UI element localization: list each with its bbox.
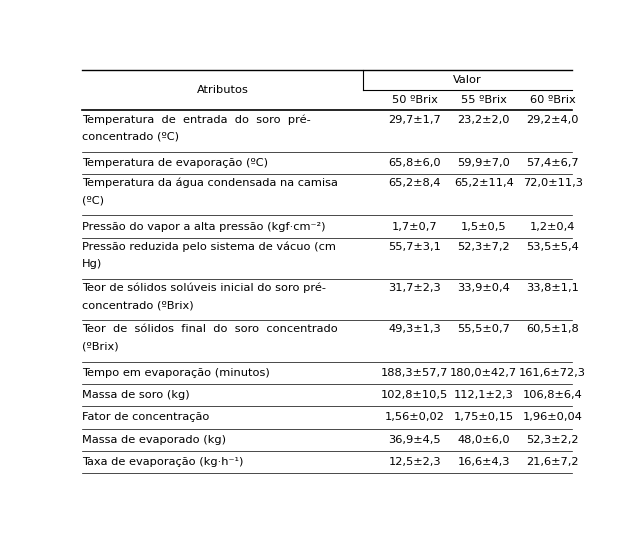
Text: Massa de soro (kg): Massa de soro (kg) [82, 390, 190, 400]
Text: (ºBrix): (ºBrix) [82, 342, 118, 352]
Text: 112,1±2,3: 112,1±2,3 [453, 390, 514, 400]
Text: 33,9±0,4: 33,9±0,4 [457, 283, 510, 293]
Text: (ºC): (ºC) [82, 195, 104, 206]
Text: Tempo em evaporação (minutos): Tempo em evaporação (minutos) [82, 368, 270, 378]
Text: 29,2±4,0: 29,2±4,0 [527, 114, 579, 124]
Text: 49,3±1,3: 49,3±1,3 [389, 324, 441, 334]
Text: 36,9±4,5: 36,9±4,5 [389, 435, 441, 445]
Text: 52,3±2,2: 52,3±2,2 [527, 435, 579, 445]
Text: Pressão reduzida pelo sistema de vácuo (cm: Pressão reduzida pelo sistema de vácuo (… [82, 241, 336, 252]
Text: Taxa de evaporação (kg·h⁻¹): Taxa de evaporação (kg·h⁻¹) [82, 457, 244, 467]
Text: 1,5±0,5: 1,5±0,5 [461, 222, 506, 232]
Text: Temperatura de evaporação (ºC): Temperatura de evaporação (ºC) [82, 158, 268, 168]
Text: 1,7±0,7: 1,7±0,7 [392, 222, 438, 232]
Text: Pressão do vapor a alta pressão (kgf·cm⁻²): Pressão do vapor a alta pressão (kgf·cm⁻… [82, 222, 326, 232]
Text: 21,6±7,2: 21,6±7,2 [527, 457, 579, 467]
Text: 161,6±72,3: 161,6±72,3 [519, 368, 586, 378]
Text: 55,5±0,7: 55,5±0,7 [457, 324, 510, 334]
Text: 1,56±0,02: 1,56±0,02 [385, 412, 445, 422]
Text: 57,4±6,7: 57,4±6,7 [527, 158, 579, 168]
Text: 1,2±0,4: 1,2±0,4 [530, 222, 576, 232]
Text: Valor: Valor [453, 75, 482, 85]
Text: 65,2±8,4: 65,2±8,4 [389, 178, 441, 188]
Text: Temperatura da água condensada na camisa: Temperatura da água condensada na camisa [82, 178, 338, 189]
Text: Atributos: Atributos [197, 85, 249, 96]
Text: 180,0±42,7: 180,0±42,7 [450, 368, 517, 378]
Text: concentrado (ºBrix): concentrado (ºBrix) [82, 301, 193, 310]
Text: 59,9±7,0: 59,9±7,0 [457, 158, 510, 168]
Text: 53,5±5,4: 53,5±5,4 [527, 242, 579, 252]
Text: 106,8±6,4: 106,8±6,4 [523, 390, 583, 400]
Text: 33,8±1,1: 33,8±1,1 [526, 283, 579, 293]
Text: 1,75±0,15: 1,75±0,15 [453, 412, 514, 422]
Text: 72,0±11,3: 72,0±11,3 [523, 178, 583, 188]
Text: 55,7±3,1: 55,7±3,1 [388, 242, 441, 252]
Text: 188,3±57,7: 188,3±57,7 [381, 368, 448, 378]
Text: 65,2±11,4: 65,2±11,4 [454, 178, 513, 188]
Text: Teor de sólidos solúveis inicial do soro pré-: Teor de sólidos solúveis inicial do soro… [82, 283, 326, 293]
Text: 50 ºBrix: 50 ºBrix [392, 96, 438, 105]
Text: 31,7±2,3: 31,7±2,3 [389, 283, 441, 293]
Text: 60,5±1,8: 60,5±1,8 [527, 324, 579, 334]
Text: Temperatura  de  entrada  do  soro  pré-: Temperatura de entrada do soro pré- [82, 114, 311, 125]
Text: Hg): Hg) [82, 259, 102, 269]
Text: 48,0±6,0: 48,0±6,0 [457, 435, 510, 445]
Text: 16,6±4,3: 16,6±4,3 [457, 457, 510, 467]
Text: Fator de concentração: Fator de concentração [82, 412, 209, 422]
Text: 55 ºBrix: 55 ºBrix [460, 96, 507, 105]
Text: Massa de evaporado (kg): Massa de evaporado (kg) [82, 435, 226, 445]
Text: 60 ºBrix: 60 ºBrix [530, 96, 576, 105]
Text: 65,8±6,0: 65,8±6,0 [389, 158, 441, 168]
Text: 102,8±10,5: 102,8±10,5 [381, 390, 448, 400]
Text: 12,5±2,3: 12,5±2,3 [389, 457, 441, 467]
Text: 29,7±1,7: 29,7±1,7 [389, 114, 441, 124]
Text: 1,96±0,04: 1,96±0,04 [523, 412, 583, 422]
Text: Teor  de  sólidos  final  do  soro  concentrado: Teor de sólidos final do soro concentrad… [82, 324, 338, 334]
Text: 23,2±2,0: 23,2±2,0 [457, 114, 510, 124]
Text: 52,3±7,2: 52,3±7,2 [457, 242, 510, 252]
Text: concentrado (ºC): concentrado (ºC) [82, 132, 179, 142]
